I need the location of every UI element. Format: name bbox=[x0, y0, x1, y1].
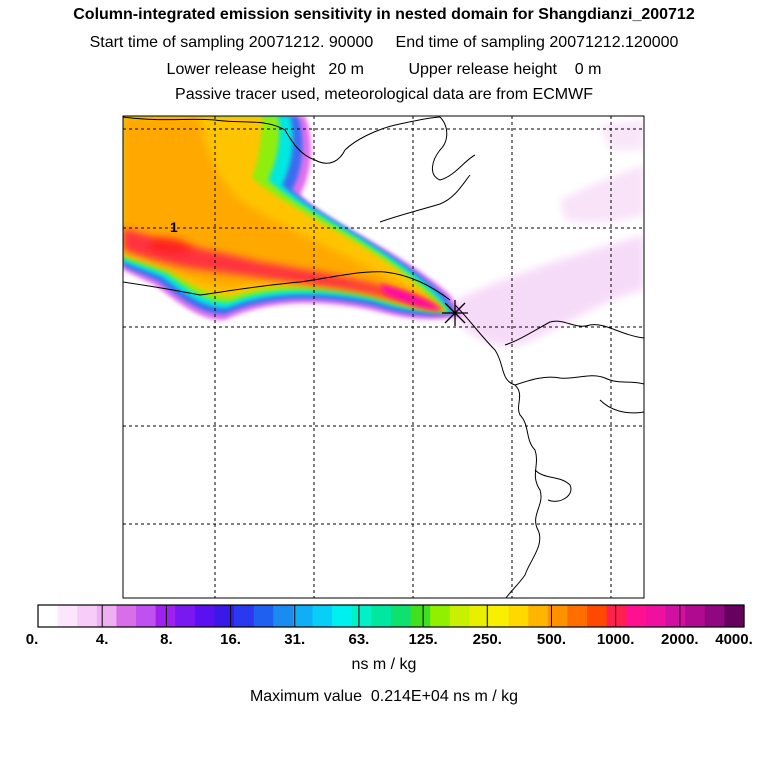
colorbar-units: ns m / kg bbox=[351, 656, 417, 673]
colorbar-cell bbox=[626, 605, 647, 627]
colorbar-ticks bbox=[101, 605, 681, 627]
colorbar-tick-label: 4000. bbox=[715, 631, 753, 648]
colorbar-cell bbox=[214, 605, 235, 627]
chart-title: Column-integrated emission sensitivity i… bbox=[73, 6, 695, 23]
colorbar-cell bbox=[665, 605, 686, 627]
colorbar-cell bbox=[371, 605, 392, 627]
colorbar-cell bbox=[194, 605, 216, 627]
colorbar-cell bbox=[116, 605, 137, 627]
contour-label: 1 bbox=[170, 219, 178, 235]
sampling-time-line: Start time of sampling 20071212. 90000 E… bbox=[89, 34, 679, 51]
colorbar-cell bbox=[155, 605, 176, 627]
colorbar-cell bbox=[469, 605, 490, 627]
plume-red-core bbox=[123, 228, 446, 312]
colorbar-tick-label: 16. bbox=[220, 631, 241, 648]
colorbar-cell bbox=[292, 605, 314, 627]
colorbar-cell bbox=[234, 605, 255, 627]
tracer-info-line: Passive tracer used, meteorological data… bbox=[175, 86, 593, 103]
colorbar-cell bbox=[136, 605, 157, 627]
colorbar-cell bbox=[175, 605, 196, 627]
colorbar-cell bbox=[391, 605, 412, 627]
release-height-line: Lower release height 20 m Upper release … bbox=[166, 61, 602, 78]
colorbar-cell bbox=[645, 605, 667, 627]
colorbar-tick-label: 2000. bbox=[661, 631, 699, 648]
colorbar-cell bbox=[57, 605, 78, 627]
colorbar-cell bbox=[606, 605, 627, 627]
plume-magenta-core bbox=[380, 284, 442, 310]
colorbar-cell bbox=[77, 605, 98, 627]
colorbar-cell bbox=[724, 605, 745, 627]
colorbar-tick-label: 125. bbox=[408, 631, 438, 648]
colorbar-cell bbox=[528, 605, 549, 627]
colorbar-cell bbox=[430, 605, 451, 627]
colorbar-tick-label: 4. bbox=[95, 631, 109, 648]
colorbar-cell bbox=[273, 605, 294, 627]
station-marker bbox=[442, 300, 468, 326]
colorbar-tick-label: 500. bbox=[536, 631, 567, 648]
grid-lines bbox=[123, 116, 644, 598]
colorbar-cell bbox=[508, 605, 529, 627]
colorbar-cell bbox=[587, 605, 608, 627]
colorbar-cell bbox=[253, 605, 274, 627]
colorbar-cell bbox=[704, 605, 725, 627]
map-frame bbox=[122, 115, 645, 599]
colorbar-cell bbox=[351, 605, 372, 627]
colorbar-tick-label: 8. bbox=[160, 631, 173, 648]
colorbar-cell bbox=[547, 605, 569, 627]
colorbar-cell bbox=[567, 605, 588, 627]
colorbar-cell bbox=[332, 605, 353, 627]
colorbar-tick-label: 63. bbox=[348, 631, 370, 648]
colorbar-frame bbox=[37, 604, 745, 628]
colorbar-cell bbox=[685, 605, 706, 627]
colorbar-cells bbox=[38, 605, 745, 627]
coastlines bbox=[123, 116, 644, 598]
colorbar-tick-label: 1000. bbox=[596, 631, 635, 648]
colorbar-tick-label: 250. bbox=[472, 631, 502, 648]
colorbar-tick-label: 0. bbox=[25, 631, 39, 648]
colorbar-cell bbox=[38, 605, 59, 627]
colorbar-cell bbox=[312, 605, 333, 627]
colorbar-cell bbox=[96, 605, 118, 627]
colorbar-cell bbox=[449, 605, 471, 627]
maximum-value-text: Maximum value 0.214E+04 ns m / kg bbox=[249, 688, 519, 705]
colorbar-cell bbox=[410, 605, 431, 627]
colorbar-tick-label: 31. bbox=[284, 631, 306, 648]
colorbar-cell bbox=[489, 605, 510, 627]
